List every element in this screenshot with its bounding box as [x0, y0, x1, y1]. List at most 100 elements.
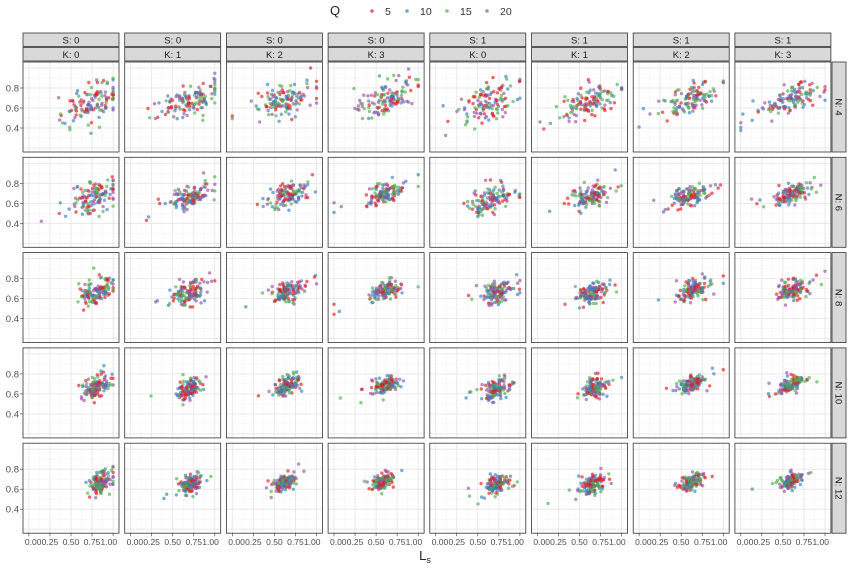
data-point-q-10	[213, 90, 216, 93]
data-point-q-5	[542, 127, 545, 130]
data-point-q-10	[191, 394, 194, 397]
data-point-q-15	[583, 181, 586, 184]
data-point-q-5	[82, 100, 85, 103]
data-point-q-5	[696, 94, 699, 97]
data-point-q-10	[370, 301, 373, 304]
data-point-q-5	[687, 288, 690, 291]
data-point-q-15	[91, 376, 94, 379]
data-point-q-20	[294, 99, 297, 102]
data-point-q-10	[294, 115, 297, 118]
data-point-q-5	[256, 203, 259, 206]
data-point-q-5	[145, 219, 148, 222]
strip-s-label: S: 0	[63, 36, 80, 47]
data-point-q-15	[803, 380, 806, 383]
strip-n-label: N: 6	[833, 194, 844, 211]
data-point-q-5	[97, 183, 100, 186]
data-point-q-20	[795, 97, 798, 100]
data-point-q-15	[466, 200, 469, 203]
data-point-q-5	[671, 204, 674, 207]
data-point-q-5	[93, 394, 96, 397]
data-point-q-20	[786, 97, 789, 100]
data-point-q-15	[681, 392, 684, 395]
data-point-q-20	[799, 291, 802, 294]
data-point-q-5	[390, 377, 393, 380]
data-point-q-5	[183, 286, 186, 289]
data-point-q-20	[381, 187, 384, 190]
data-point-q-10	[823, 99, 826, 102]
data-point-q-20	[782, 105, 785, 108]
data-point-q-15	[266, 95, 269, 98]
data-point-q-5	[84, 302, 87, 305]
data-point-q-15	[286, 387, 289, 390]
panel-1-4	[430, 157, 526, 247]
data-point-q-10	[107, 471, 110, 474]
data-point-q-5	[85, 108, 88, 111]
data-point-q-15	[710, 94, 713, 97]
data-point-q-20	[787, 195, 790, 198]
data-point-q-15	[706, 285, 709, 288]
y-tick-label: 0.4	[6, 314, 19, 325]
data-point-q-10	[722, 282, 725, 285]
data-point-q-20	[588, 80, 591, 83]
data-point-q-20	[202, 171, 205, 174]
data-point-q-5	[274, 108, 277, 111]
data-point-q-10	[88, 107, 91, 110]
data-point-q-20	[315, 85, 318, 88]
data-point-q-10	[280, 113, 283, 116]
data-point-q-10	[790, 192, 793, 195]
data-point-q-5	[77, 384, 80, 387]
data-point-q-5	[111, 94, 114, 97]
data-point-q-15	[101, 384, 104, 387]
data-point-q-15	[611, 379, 614, 382]
data-point-q-10	[689, 92, 692, 95]
data-point-q-5	[311, 173, 314, 176]
data-point-q-15	[105, 101, 108, 104]
strip-n-label: N: 10	[833, 382, 844, 405]
data-point-q-15	[657, 112, 660, 115]
data-point-q-20	[785, 189, 788, 192]
data-point-q-20	[705, 389, 708, 392]
data-point-q-10	[72, 119, 75, 122]
data-point-q-20	[366, 94, 369, 97]
data-point-q-20	[103, 480, 106, 483]
data-point-q-5	[332, 313, 335, 316]
data-point-q-5	[467, 294, 470, 297]
panel-1-0: 0.40.60.8	[6, 157, 119, 247]
data-point-q-10	[378, 377, 381, 380]
data-point-q-5	[797, 190, 800, 193]
data-point-q-10	[801, 106, 804, 109]
data-point-q-5	[722, 368, 725, 371]
data-point-q-15	[175, 477, 178, 480]
data-point-q-10	[168, 100, 171, 103]
data-point-q-20	[480, 383, 483, 386]
data-point-q-15	[558, 116, 561, 119]
data-point-q-5	[603, 107, 606, 110]
data-point-q-10	[175, 493, 178, 496]
data-point-q-10	[103, 199, 106, 202]
data-point-q-20	[375, 291, 378, 294]
data-point-q-15	[201, 114, 204, 117]
data-point-q-5	[188, 305, 191, 308]
data-point-q-20	[300, 287, 303, 290]
data-point-q-15	[111, 480, 114, 483]
data-point-q-20	[601, 383, 604, 386]
data-point-q-10	[505, 282, 508, 285]
data-point-q-20	[201, 106, 204, 109]
data-point-q-20	[281, 104, 284, 107]
data-point-q-5	[205, 182, 208, 185]
data-point-q-15	[805, 181, 808, 184]
data-point-q-5	[493, 203, 496, 206]
data-point-q-15	[704, 378, 707, 381]
data-point-q-5	[492, 381, 495, 384]
data-point-q-5	[278, 288, 281, 291]
data-point-q-15	[563, 95, 566, 98]
column-strip-7: S: 1K: 3	[735, 33, 831, 61]
data-point-q-20	[675, 113, 678, 116]
data-point-q-20	[407, 67, 410, 70]
data-point-q-10	[194, 280, 197, 283]
strip-n-label: N: 4	[833, 98, 844, 115]
data-point-q-10	[703, 188, 706, 191]
data-point-q-15	[392, 92, 395, 95]
data-point-q-10	[387, 193, 390, 196]
